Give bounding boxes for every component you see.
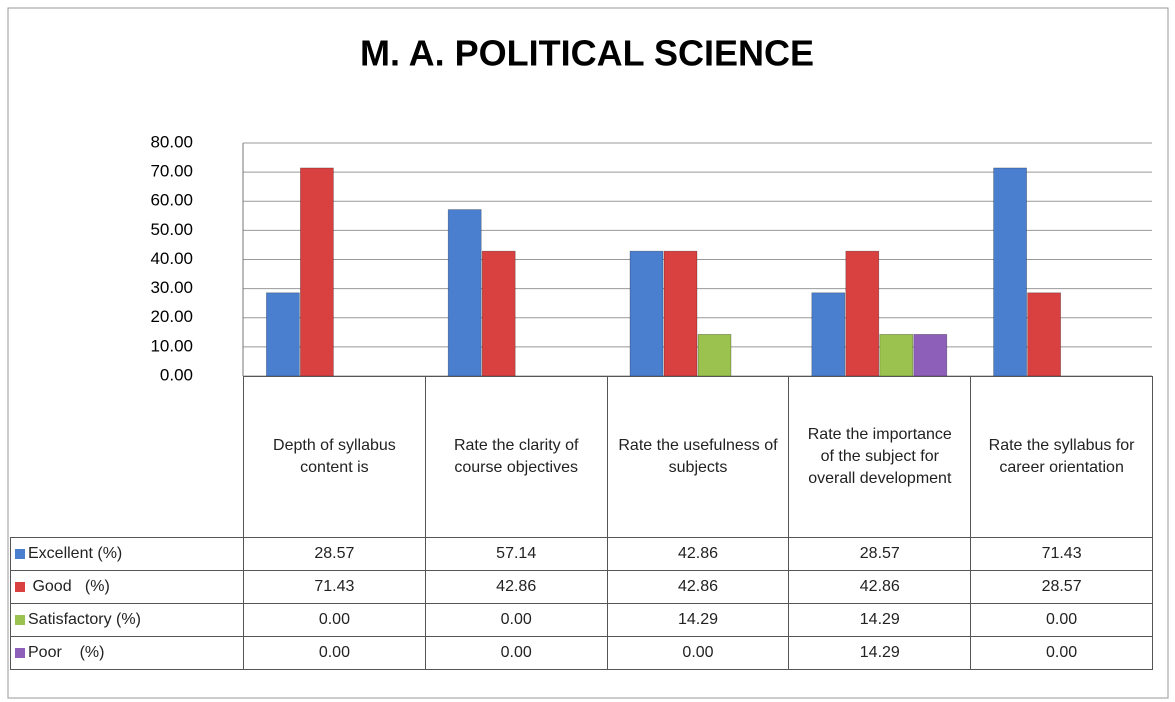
bar	[845, 250, 880, 377]
series-row: Excellent (%) 28.57 57.14 42.86 28.57 71.43	[10, 537, 1153, 571]
bar	[447, 209, 482, 377]
legend-entry: Excellent (%)	[10, 537, 244, 571]
chart-frame	[7, 7, 1169, 699]
table-value: 14.29	[788, 636, 972, 670]
legend-entry: Poor (%)	[10, 636, 244, 670]
table-value: 14.29	[606, 603, 790, 637]
legend-label: Poor (%)	[28, 644, 105, 661]
bar	[300, 167, 334, 377]
table-value: 0.00	[970, 636, 1153, 670]
legend-entry: Satisfactory (%)	[10, 603, 244, 637]
bar	[481, 250, 516, 377]
bar	[266, 292, 300, 377]
y-tick-label: 30.00	[150, 278, 193, 297]
category-label: Depth of syllabus content is	[243, 376, 426, 538]
legend-label: Good (%)	[28, 578, 110, 595]
bar	[993, 167, 1027, 377]
series-row: Good (%) 71.43 42.86 42.86 42.86 28.57	[10, 570, 1153, 604]
legend-label: Excellent (%)	[28, 545, 123, 562]
bar	[697, 334, 732, 377]
bar	[629, 250, 664, 377]
data-table: Depth of syllabus content is Rate the cla…	[10, 376, 1153, 670]
table-value: 28.57	[243, 537, 426, 571]
legend-swatch	[15, 548, 25, 559]
legend-label: Satisfactory (%)	[28, 611, 141, 628]
table-value: 0.00	[606, 636, 790, 670]
series-row: Satisfactory (%) 0.00 0.00 14.29 14.29 0.00	[10, 603, 1153, 637]
table-value: 42.86	[788, 570, 972, 604]
table-value: 0.00	[424, 603, 608, 637]
bar	[663, 250, 698, 377]
table-value: 0.00	[243, 603, 426, 637]
table-value: 42.86	[424, 570, 608, 604]
legend-swatch	[15, 647, 25, 658]
category-label: Rate the importance of the subject for o…	[788, 376, 972, 538]
series-row: Poor (%) 0.00 0.00 0.00 14.29 0.00	[10, 636, 1153, 670]
category-label: Rate the usefulness of subjects	[606, 376, 790, 538]
table-value: 28.57	[788, 537, 972, 571]
table-value: 57.14	[424, 537, 608, 571]
bar	[913, 334, 948, 377]
table-value: 71.43	[243, 570, 426, 604]
table-value: 0.00	[424, 636, 608, 670]
table-value: 0.00	[243, 636, 426, 670]
category-label: Rate the syllabus for career orientation	[970, 376, 1153, 538]
bar	[1027, 292, 1061, 377]
table-value: 42.86	[606, 537, 790, 571]
bar	[879, 334, 914, 377]
table-value: 14.29	[788, 603, 972, 637]
category-label: Rate the clarity of course objectives	[424, 376, 608, 538]
y-tick-label: 20.00	[150, 307, 193, 326]
legend-swatch	[15, 581, 25, 592]
corner	[10, 376, 244, 538]
y-tick-label: 40.00	[150, 249, 193, 268]
bar	[811, 292, 846, 377]
y-tick-label: 60.00	[150, 191, 193, 210]
y-tick-label: 50.00	[150, 220, 193, 239]
y-tick-label: 10.00	[150, 336, 193, 355]
legend-entry: Good (%)	[10, 570, 244, 604]
y-tick-label: 80.00	[150, 132, 193, 151]
chart-title: M. A. POLITICAL SCIENCE	[360, 33, 814, 74]
header-row: Depth of syllabus content is Rate the cla…	[10, 376, 1153, 538]
y-tick-label: 70.00	[150, 162, 193, 181]
table-value: 71.43	[970, 537, 1153, 571]
table-value: 42.86	[606, 570, 790, 604]
table-value: 0.00	[970, 603, 1153, 637]
legend-swatch	[15, 614, 25, 625]
table-value: 28.57	[970, 570, 1153, 604]
